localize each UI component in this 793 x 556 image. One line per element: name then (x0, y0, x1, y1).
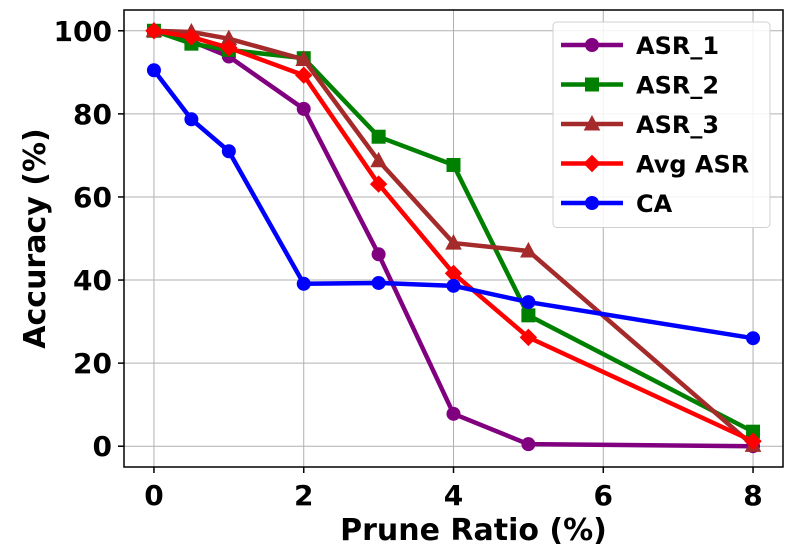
data-point-marker (521, 295, 536, 310)
data-point-marker (182, 28, 201, 46)
legend-marker (585, 196, 599, 210)
data-point-marker (746, 331, 761, 346)
legend-label: CA (636, 190, 673, 218)
data-point-marker (220, 39, 238, 57)
legend-label: ASR_2 (636, 72, 719, 100)
data-point-marker (446, 157, 461, 172)
x-tick-label: 8 (743, 479, 762, 512)
data-point-marker (296, 276, 311, 291)
y-tick-label: 20 (73, 347, 112, 380)
data-point-marker (371, 129, 386, 144)
x-axis-ticks: 0 2 4 6 8 (144, 467, 763, 512)
data-point-marker (370, 151, 387, 168)
series-avg-asr (145, 22, 762, 450)
y-axis-label: Accuracy (%) (18, 128, 53, 348)
series-line (153, 28, 755, 448)
x-axis-label: Prune Ratio (%) (340, 513, 607, 548)
data-point-marker (295, 66, 313, 84)
series-line (152, 68, 754, 341)
y-axis-ticks: 0 20 40 60 80 100 (54, 15, 124, 463)
legend-marker (585, 38, 599, 52)
data-point-marker (371, 275, 386, 290)
y-tick-label: 80 (73, 98, 112, 131)
data-point-marker (521, 437, 536, 452)
data-point-marker (145, 22, 163, 40)
legend-marker (585, 77, 599, 92)
legend-entry: ASR_1 (561, 32, 719, 60)
data-point-marker (521, 308, 536, 323)
x-tick-label: 4 (444, 479, 463, 512)
y-tick-label: 0 (93, 430, 112, 463)
data-point-marker (184, 112, 199, 127)
legend-label: Avg ASR (636, 151, 749, 179)
y-tick-label: 100 (54, 15, 112, 48)
legend-entry: Avg ASR (561, 151, 749, 179)
data-point-marker (296, 101, 311, 116)
legend-entry: CA (561, 190, 673, 218)
x-tick-label: 6 (594, 479, 613, 512)
series-ca (146, 63, 761, 346)
data-point-marker (146, 63, 161, 78)
legend-entry: ASR_3 (561, 111, 719, 139)
legend-marker (583, 114, 601, 131)
y-tick-label: 40 (73, 264, 112, 297)
legend-marker (583, 154, 601, 173)
data-point-marker (520, 241, 537, 258)
data-point-marker (446, 278, 461, 293)
data-point-marker (744, 432, 762, 450)
legend-entry: ASR_2 (561, 72, 719, 100)
legend: ASR_1 ASR_2 ASR_3 Avg ASR CA (552, 21, 771, 228)
series-lines (145, 21, 762, 454)
x-tick-label: 0 (144, 479, 163, 512)
data-point-marker (221, 144, 236, 159)
legend-frame (552, 21, 771, 228)
legend-label: ASR_1 (636, 32, 719, 60)
legend-label: ASR_3 (636, 111, 719, 139)
data-point-marker (519, 328, 538, 347)
data-point-marker (369, 175, 388, 193)
y-tick-label: 60 (73, 181, 112, 214)
data-point-marker (445, 234, 462, 250)
data-point-marker (295, 50, 313, 66)
data-point-marker (446, 406, 461, 421)
data-point-marker (371, 247, 386, 262)
x-tick-label: 2 (294, 479, 313, 512)
